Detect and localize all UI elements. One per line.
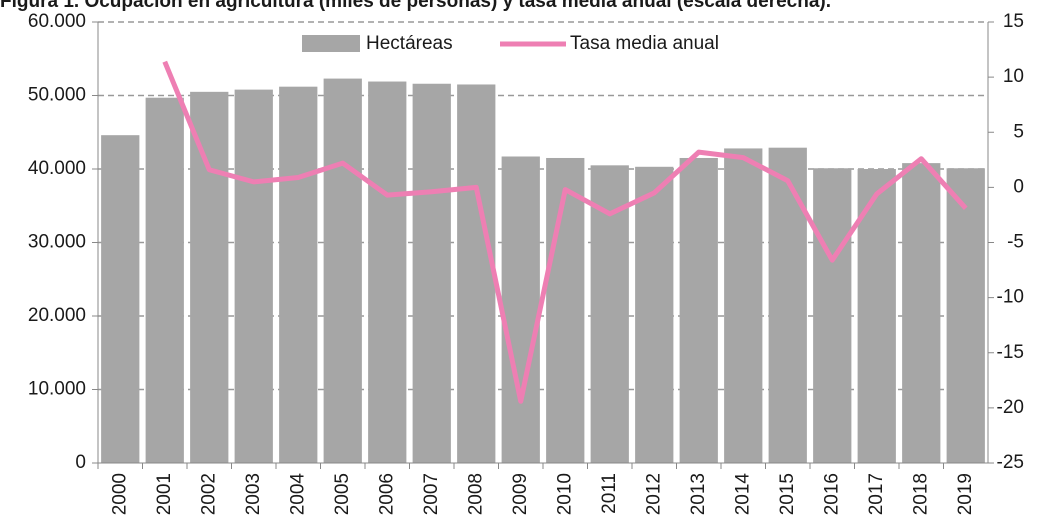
- y2-tick-label: -25: [997, 452, 1024, 473]
- legend-label: Hectáreas: [366, 33, 453, 54]
- bar: [457, 84, 496, 463]
- bar: [368, 81, 407, 463]
- y2-tick-label: -20: [997, 397, 1024, 418]
- x-tick-label: 2011: [599, 473, 620, 514]
- bar: [546, 157, 585, 463]
- bar: [323, 78, 362, 463]
- y-tick-label: 30.000: [28, 232, 86, 253]
- y-tick-label: 50.000: [28, 85, 86, 106]
- x-tick-label: 2013: [688, 473, 709, 515]
- bar: [902, 163, 941, 463]
- x-tick-label: 2004: [287, 473, 308, 516]
- bar: [145, 97, 184, 463]
- y-tick-label: 0: [75, 452, 86, 473]
- y2-tick-label: 15: [1003, 11, 1024, 32]
- chart-title: Figura 1. Ocupación en agricultura (mile…: [0, 0, 831, 12]
- legend-label: Tasa media anual: [570, 33, 719, 54]
- legend-swatch: [302, 35, 360, 52]
- y-tick-label: 20.000: [28, 305, 86, 326]
- bar: [412, 83, 451, 464]
- x-tick-label: 2012: [643, 473, 664, 515]
- x-tick-label: 2000: [109, 473, 130, 515]
- x-tick-label: 2003: [243, 473, 264, 515]
- bar: [101, 135, 140, 463]
- x-tick-label: 2002: [198, 473, 219, 515]
- bar: [724, 148, 763, 464]
- bar: [635, 166, 674, 464]
- x-tick-label: 2015: [777, 473, 798, 515]
- y-tick-label: 40.000: [28, 158, 86, 179]
- x-tick-label: 2007: [421, 473, 442, 515]
- y-tick-label: 10.000: [28, 379, 86, 400]
- y2-tick-label: 0: [1013, 176, 1024, 197]
- x-tick-label: 2019: [955, 473, 976, 515]
- x-tick-label: 2017: [866, 473, 887, 515]
- y2-tick-label: -5: [1007, 232, 1024, 253]
- x-tick-label: 2008: [465, 473, 486, 515]
- bar: [279, 86, 318, 464]
- line: [162, 60, 968, 404]
- x-tick-label: 2006: [376, 473, 397, 515]
- x-tick-label: 2018: [910, 473, 931, 515]
- y2-tick-label: -15: [997, 342, 1024, 363]
- bar: [679, 157, 718, 463]
- bar: [768, 147, 807, 463]
- bar: [234, 89, 273, 464]
- x-tick-label: 2010: [554, 473, 575, 515]
- x-tick-label: 2001: [154, 473, 175, 515]
- bar: [813, 168, 852, 463]
- y2-tick-label: 10: [1003, 66, 1024, 87]
- bar: [190, 91, 229, 463]
- y-tick-label: 60.000: [28, 11, 86, 32]
- bar: [857, 169, 896, 463]
- x-tick-label: 2005: [332, 473, 353, 515]
- x-tick-label: 2009: [510, 473, 531, 515]
- x-tick-label: 2014: [732, 473, 753, 516]
- bar: [501, 156, 540, 463]
- y2-tick-label: -10: [997, 287, 1024, 308]
- y2-tick-label: 5: [1013, 121, 1024, 142]
- x-tick-label: 2016: [821, 473, 842, 515]
- bar: [946, 168, 985, 463]
